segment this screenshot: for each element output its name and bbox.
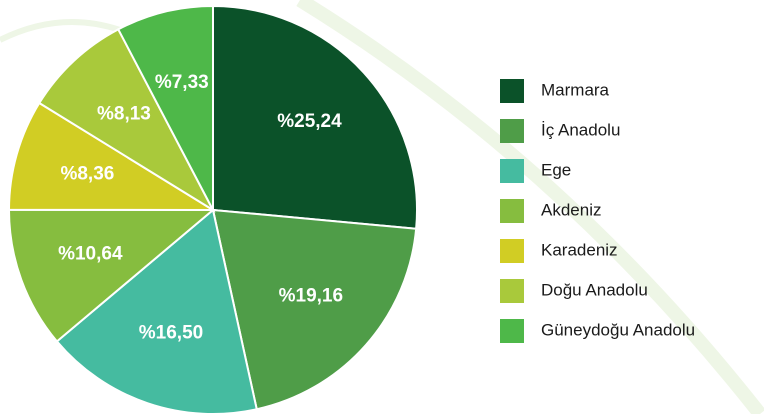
legend-swatch (500, 239, 524, 263)
legend-swatch (500, 199, 524, 223)
slice-label: %8,13 (97, 104, 151, 125)
slice-label: %19,16 (279, 285, 343, 306)
legend-label: Ege (541, 160, 571, 179)
decor-stroke (0, 22, 120, 40)
legend-label: Güneydoğu Anadolu (541, 320, 695, 339)
legend-swatch (500, 119, 524, 143)
slice-label: %10,64 (58, 244, 123, 265)
legend-label: Marmara (541, 80, 610, 99)
slice-label: %7,33 (155, 72, 209, 93)
chart: %25,24%19,16%16,50%10,64%8,36%8,13%7,33 … (0, 0, 764, 414)
slice-label: %8,36 (60, 163, 114, 184)
pie: %25,24 %19,16 %16,50 %10,64 %8,36 %8,13%7,33 (9, 6, 417, 414)
legend-swatch (500, 159, 524, 183)
legend-label: Akdeniz (541, 200, 601, 219)
legend-swatch (500, 79, 524, 103)
slice-label: %25,24 (277, 111, 342, 132)
legend-swatch (500, 279, 524, 303)
legend-label: İç Anadolu (541, 120, 620, 139)
slice-label: %16,50 (139, 323, 203, 344)
legend-label: Doğu Anadolu (541, 280, 648, 299)
legend-label: Karadeniz (541, 240, 618, 259)
legend-swatch (500, 319, 524, 343)
